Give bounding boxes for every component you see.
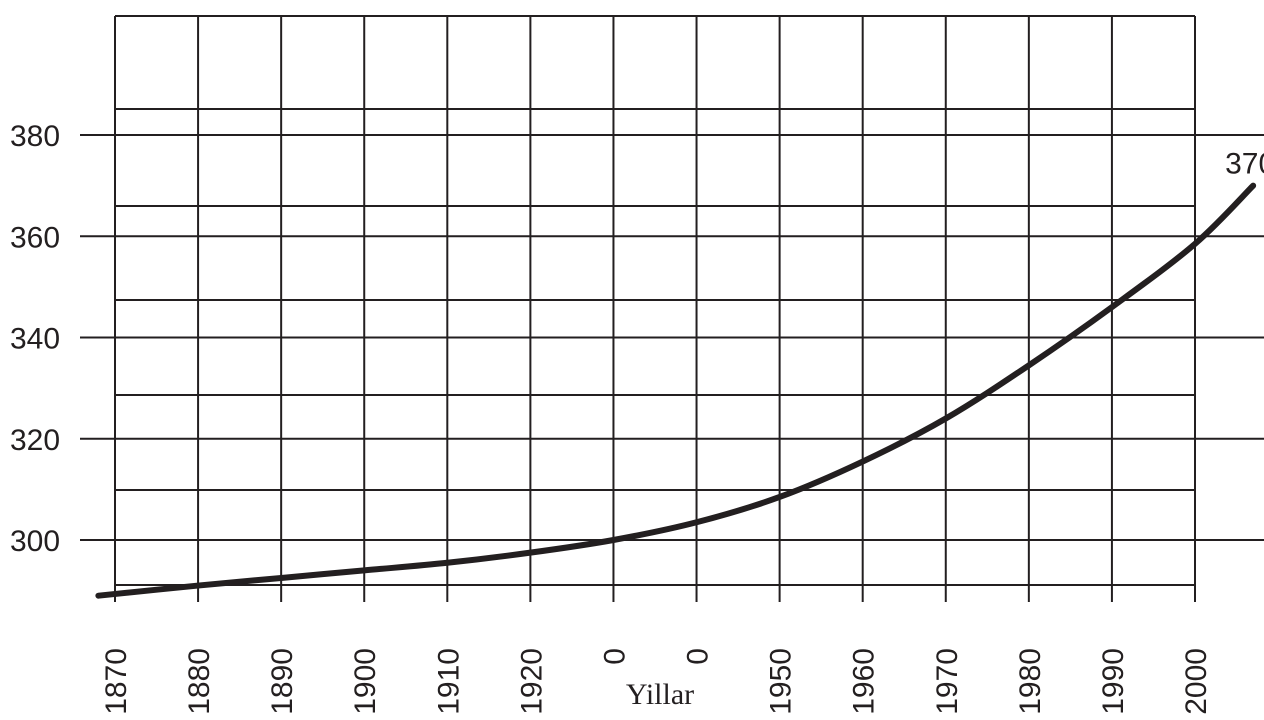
x-tick-label: 1900 (349, 648, 382, 715)
x-tick-label: 1990 (1097, 648, 1130, 715)
x-tick-label: 1970 (931, 648, 964, 715)
x-tick-label: 1880 (183, 648, 216, 715)
x-tick-label: 0 (682, 648, 715, 665)
x-tick-label: 1920 (515, 648, 548, 715)
y-tick-label: 340 (10, 323, 60, 356)
x-tick-label: 1890 (266, 648, 299, 715)
y-tick-label: 380 (10, 120, 60, 153)
x-axis-ticks: 1870 1880 1890 1900 1910 1920 0 0 1950 1960 1970 19… (100, 648, 1213, 715)
annotations: 370 (1225, 148, 1264, 181)
x-tick-label: 1960 (848, 648, 881, 715)
y-tick-label: 320 (10, 424, 60, 457)
x-tick-label: 1950 (765, 648, 798, 715)
y-tick-label: 360 (10, 221, 60, 254)
x-tick-label: 1980 (1014, 648, 1047, 715)
x-tick-label: 2000 (1180, 648, 1213, 715)
series-layer (95, 182, 1257, 599)
data-label: 370 (1225, 148, 1264, 181)
grid (80, 15, 1264, 602)
y-tick-label: 300 (10, 525, 60, 558)
y-axis-ticks: 300 320 340 360 380 (10, 120, 60, 558)
x-axis-label: Yillar (626, 678, 694, 711)
x-tick-label: 0 (598, 648, 631, 665)
x-tick-label: 1870 (100, 648, 133, 715)
x-tick-label: 1910 (432, 648, 465, 715)
series-line (95, 182, 1257, 599)
